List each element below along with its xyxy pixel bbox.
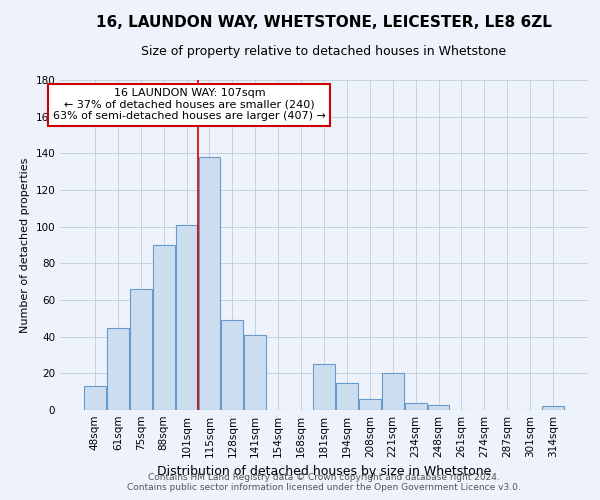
Bar <box>130 289 152 410</box>
X-axis label: Distribution of detached houses by size in Whetstone: Distribution of detached houses by size … <box>157 466 491 478</box>
Bar <box>542 406 564 410</box>
Bar <box>359 399 381 410</box>
Text: Size of property relative to detached houses in Whetstone: Size of property relative to detached ho… <box>142 45 506 58</box>
Bar <box>405 402 427 410</box>
Bar <box>199 157 220 410</box>
Bar <box>153 245 175 410</box>
Text: Contains HM Land Registry data © Crown copyright and database right 2024.: Contains HM Land Registry data © Crown c… <box>148 474 500 482</box>
Bar <box>382 374 404 410</box>
Bar <box>313 364 335 410</box>
Y-axis label: Number of detached properties: Number of detached properties <box>20 158 30 332</box>
Bar <box>84 386 106 410</box>
Bar <box>107 328 128 410</box>
Text: Contains public sector information licensed under the Open Government Licence v3: Contains public sector information licen… <box>127 484 521 492</box>
Bar <box>176 225 197 410</box>
Text: 16, LAUNDON WAY, WHETSTONE, LEICESTER, LE8 6ZL: 16, LAUNDON WAY, WHETSTONE, LEICESTER, L… <box>96 15 552 30</box>
Text: 16 LAUNDON WAY: 107sqm
← 37% of detached houses are smaller (240)
63% of semi-de: 16 LAUNDON WAY: 107sqm ← 37% of detached… <box>53 88 326 122</box>
Bar <box>244 335 266 410</box>
Bar <box>336 382 358 410</box>
Bar <box>428 404 449 410</box>
Bar <box>221 320 243 410</box>
